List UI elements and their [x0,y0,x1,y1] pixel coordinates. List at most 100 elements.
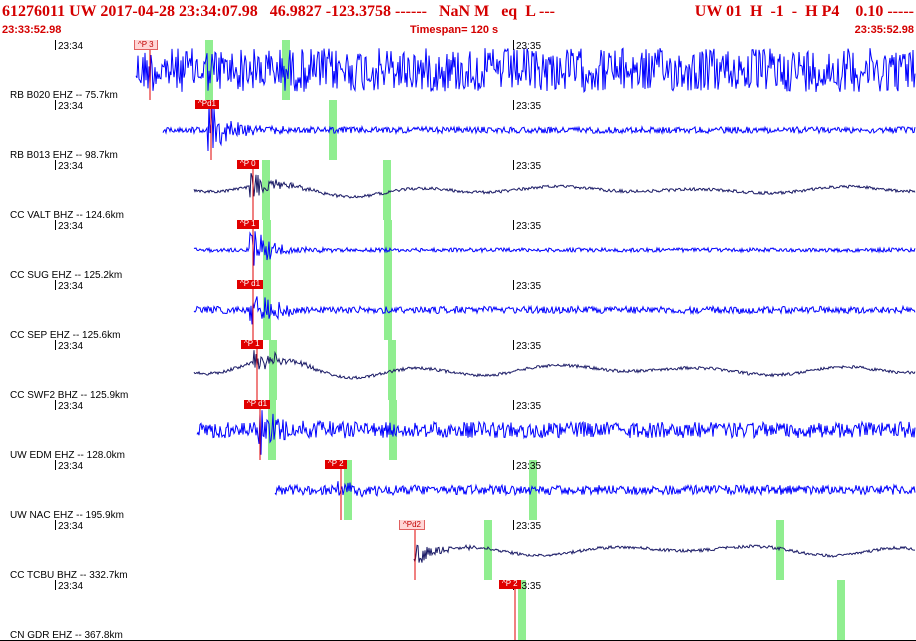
pick-label[interactable]: ^P 1 [241,340,263,349]
time-tick [55,340,56,350]
phase-marker[interactable] [529,460,537,520]
time-tick-label: 23:35 [516,161,542,172]
waveform-plot [193,340,916,400]
time-tick [55,220,56,230]
pick-label[interactable]: ^P 2 [499,580,521,589]
time-tick-label: 23:35 [516,101,542,112]
time-tick [55,40,56,50]
phase-marker[interactable] [384,280,392,340]
phase-marker[interactable] [518,580,526,640]
phase-marker[interactable] [269,340,277,400]
time-tick [55,160,56,170]
time-tick [55,100,56,110]
phase-marker[interactable] [776,520,784,580]
time-tick-label: 23:35 [516,281,542,292]
waveform-line [193,231,916,266]
time-tick-label: 23:34 [58,41,84,52]
phase-marker[interactable] [837,580,845,640]
trace-panel[interactable]: 23:34 23:35 ^Pd2 CC TCBU BHZ -- 332.7km [0,520,916,581]
pick-label[interactable]: ^P d1 [237,280,264,289]
time-tick-label: 23:35 [516,221,542,232]
waveform-plot [274,460,916,520]
time-tick [55,520,56,530]
time-tick [55,400,56,410]
station-label: CC SWF2 BHZ -- 125.9km [10,390,129,401]
phase-marker[interactable] [383,160,391,220]
station-label: CN GDR EHZ -- 367.8km [10,630,123,641]
trace-panel[interactable]: 23:34 23:35 ^P 0 CC VALT BHZ -- 124.6km [0,160,916,221]
phase-marker[interactable] [263,220,271,280]
phase-marker[interactable] [344,460,352,520]
station-label: RB B020 EHZ -- 75.7km [10,90,118,101]
pick-label[interactable]: ^P 0 [237,160,259,169]
pick-label[interactable]: ^P d1 [244,400,271,409]
trace-panel[interactable]: 23:34 23:35 ^P 1 CC SWF2 BHZ -- 125.9km [0,340,916,401]
time-tick [513,520,514,530]
trace-panel[interactable]: 23:34 23:35 ^P 2 CN GDR EHZ -- 367.8km [0,580,916,641]
waveform-line [162,103,916,152]
waveform-plot [514,580,845,640]
trace-panel[interactable]: 23:34 23:35 ^P 3 RB B020 EHZ -- 75.7km [0,40,916,101]
pick-label[interactable]: ^P 2 [325,460,347,469]
end-time: 23:35:52.98 [854,24,914,36]
pick-label[interactable]: ^P 3 [134,40,158,50]
time-tick-label: 23:34 [58,281,84,292]
time-tick-label: 23:34 [58,401,84,412]
time-tick [513,460,514,470]
waveform-plot [162,100,916,160]
waveform-line [135,47,916,94]
trace-panel[interactable]: 23:34 23:35 ^P 2 UW NAC EHZ -- 195.9km [0,460,916,521]
pick-label[interactable]: ^P 1 [237,220,259,229]
time-tick [513,280,514,290]
phase-marker[interactable] [484,520,492,580]
time-tick-label: 23:35 [516,341,542,352]
time-tick-label: 23:35 [516,581,542,592]
waveform-line [413,543,915,563]
time-tick [513,340,514,350]
station-label: UW NAC EHZ -- 195.9km [10,510,124,521]
trace-panel[interactable]: 23:34 23:35 ^Pd1 RB B013 EHZ -- 98.7km [0,100,916,161]
waveform-plot [193,280,916,340]
time-tick [55,460,56,470]
time-tick-label: 23:34 [58,221,84,232]
waveform-line [193,350,916,380]
trace-panel[interactable]: 23:34 23:35 ^P d1 CC SEP EHZ -- 125.6km [0,280,916,341]
time-tick-label: 23:34 [58,581,84,592]
trace-panel[interactable]: 23:34 23:35 ^P 1 CC SUG EHZ -- 125.2km [0,220,916,281]
station-label: UW EDM EHZ -- 128.0km [10,450,126,461]
time-tick [513,40,514,50]
phase-marker[interactable] [388,340,396,400]
pick-label[interactable]: ^Pd1 [195,100,219,109]
time-tick-label: 23:34 [58,521,84,532]
timespan-label: Timespan= 120 s [410,24,499,36]
waveform-plot [193,220,916,280]
event-status: UW 01 H -1 - H P4 0.10 ----- [694,3,914,20]
station-label: CC SUG EHZ -- 125.2km [10,270,123,281]
waveform-plot [193,160,916,220]
waveform-line [274,481,916,498]
time-tick-label: 23:35 [516,41,542,52]
time-tick [55,280,56,290]
phase-marker[interactable] [205,40,213,100]
time-tick [513,400,514,410]
waveform-plot [196,400,916,460]
event-summary: 61276011 UW 2017-04-28 23:34:07.98 46.98… [2,3,555,20]
station-label: CC TCBU BHZ -- 332.7km [10,570,128,581]
time-tick-label: 23:34 [58,101,84,112]
time-tick [55,580,56,590]
time-tick-label: 23:34 [58,461,84,472]
time-tick-label: 23:35 [516,521,542,532]
station-label: RB B013 EHZ -- 98.7km [10,150,118,161]
station-label: CC VALT BHZ -- 124.6km [10,210,124,221]
event-header: 61276011 UW 2017-04-28 23:34:07.98 46.98… [0,0,916,41]
pick-label[interactable]: ^Pd2 [399,520,425,530]
start-time: 23:33:52.98 [2,24,62,36]
time-tick-label: 23:35 [516,461,542,472]
time-tick-label: 23:34 [58,161,84,172]
waveform-plot [135,40,916,100]
waveform-line [193,296,916,325]
time-tick-label: 23:34 [58,341,84,352]
phase-marker[interactable] [389,400,397,460]
trace-panel[interactable]: 23:34 23:35 ^P d1 UW EDM EHZ -- 128.0km [0,400,916,461]
time-tick [513,100,514,110]
